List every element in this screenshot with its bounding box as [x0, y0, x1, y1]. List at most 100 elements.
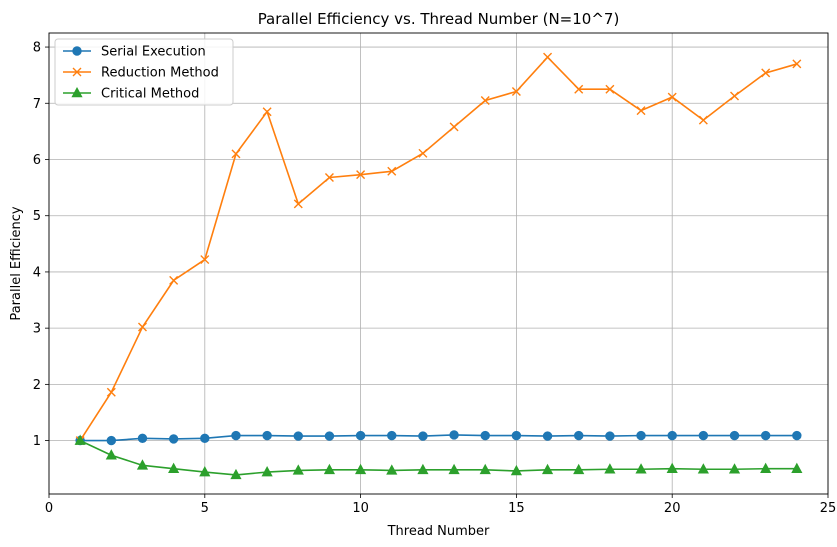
data-point-reduction-method [730, 91, 740, 101]
data-point-critical-method [292, 464, 304, 475]
data-point-reduction-method [636, 106, 646, 116]
data-point-reduction-method [418, 148, 428, 158]
data-point-reduction-method [169, 275, 179, 285]
data-point-reduction-method [324, 172, 334, 182]
y-tick-label: 3 [33, 322, 41, 337]
data-point-serial-execution [262, 430, 272, 441]
data-point-serial-execution [574, 430, 584, 441]
legend-label-critical-method: Critical Method [101, 87, 199, 102]
series-line-reduction-method [79, 56, 798, 442]
data-point-critical-method [199, 466, 211, 477]
chart-title: Parallel Efficiency vs. Thread Number (N… [258, 10, 620, 28]
data-point-reduction-method [200, 255, 210, 265]
data-point-serial-execution [106, 435, 117, 446]
data-point-serial-execution [667, 430, 677, 441]
data-point-reduction-method [137, 322, 147, 332]
data-point-serial-execution [168, 434, 179, 444]
series-line-critical-method [79, 439, 797, 476]
data-point-critical-method [105, 449, 117, 460]
data-point-serial-execution [760, 430, 771, 441]
data-point-critical-method [697, 463, 709, 474]
legend-marker-reduction-method [72, 67, 82, 77]
data-point-critical-method [386, 464, 398, 475]
legend-item-reduction-method: Reduction Method [63, 66, 219, 81]
data-point-critical-method [510, 464, 522, 476]
series-lines [74, 52, 803, 480]
data-point-serial-execution [137, 433, 148, 444]
data-point-reduction-method [543, 52, 553, 62]
data-point-critical-method [604, 463, 616, 474]
y-tick-label: 2 [33, 378, 41, 393]
y-tick-label: 6 [33, 153, 41, 168]
data-point-reduction-method [293, 199, 303, 209]
data-point-reduction-method [231, 149, 241, 159]
data-point-critical-method [635, 463, 647, 474]
data-point-serial-execution [293, 431, 303, 441]
series-reduction-method [75, 52, 802, 446]
data-point-serial-execution [636, 430, 646, 441]
y-tick-label: 7 [33, 97, 41, 112]
data-point-reduction-method [792, 59, 802, 69]
legend-item-critical-method: Critical Method [63, 87, 199, 102]
x-tick-label: 5 [201, 501, 209, 516]
series-serial-execution [75, 430, 802, 446]
data-point-critical-method [261, 466, 273, 477]
data-point-critical-method [323, 463, 336, 475]
data-point-critical-method [355, 463, 367, 475]
data-point-reduction-method [480, 95, 490, 105]
data-point-critical-method [74, 434, 86, 445]
data-point-reduction-method [106, 387, 116, 397]
data-point-serial-execution [480, 430, 490, 441]
data-point-serial-execution [418, 431, 428, 441]
legend-label-serial-execution: Serial Execution [101, 45, 206, 60]
legend-marker-serial-execution [72, 46, 82, 56]
data-point-reduction-method [605, 84, 615, 94]
data-point-critical-method [136, 459, 149, 470]
plot-frame [48, 32, 829, 495]
grid-lines [48, 33, 829, 494]
data-point-reduction-method [698, 115, 708, 125]
data-point-critical-method [230, 468, 242, 480]
x-tick-label: 15 [508, 501, 525, 516]
series-critical-method [74, 434, 803, 480]
data-point-reduction-method [356, 170, 366, 180]
x-tick-label: 25 [820, 501, 837, 516]
data-point-serial-execution [355, 430, 366, 441]
legend-label-reduction-method: Reduction Method [101, 66, 219, 81]
data-point-serial-execution [200, 433, 210, 444]
data-point-serial-execution [231, 430, 241, 441]
data-point-critical-method [417, 463, 429, 475]
data-point-reduction-method [574, 84, 584, 94]
x-axis-label: Thread Number [387, 524, 490, 539]
legend: Serial Execution Reduction Method Critical… [54, 38, 234, 106]
data-point-critical-method [760, 462, 772, 473]
data-point-critical-method [666, 462, 678, 473]
data-point-serial-execution [324, 431, 335, 441]
data-point-reduction-method [667, 92, 677, 102]
x-tick-label: 0 [45, 501, 53, 516]
x-tick-label: 10 [352, 501, 369, 516]
data-point-serial-execution [698, 430, 709, 441]
data-point-reduction-method [449, 122, 459, 132]
series-line-serial-execution [80, 434, 797, 442]
data-point-serial-execution [792, 430, 802, 441]
data-point-critical-method [791, 462, 803, 473]
x-tick-label: 20 [664, 501, 681, 516]
y-tick-label: 8 [33, 41, 41, 56]
data-point-serial-execution [511, 430, 522, 441]
data-point-critical-method [573, 463, 585, 475]
data-point-critical-method [728, 463, 741, 474]
data-point-serial-execution [729, 430, 740, 441]
data-point-serial-execution [449, 430, 459, 440]
data-point-serial-execution [605, 431, 615, 441]
y-tick-label: 5 [33, 209, 41, 224]
data-point-critical-method [448, 463, 460, 475]
data-point-reduction-method [761, 68, 771, 78]
data-point-critical-method [541, 463, 554, 475]
legend-box [54, 38, 234, 106]
data-point-reduction-method [387, 166, 397, 176]
data-point-reduction-method [511, 86, 521, 96]
y-tick-label: 1 [33, 434, 41, 449]
y-tick-label: 4 [33, 265, 41, 280]
